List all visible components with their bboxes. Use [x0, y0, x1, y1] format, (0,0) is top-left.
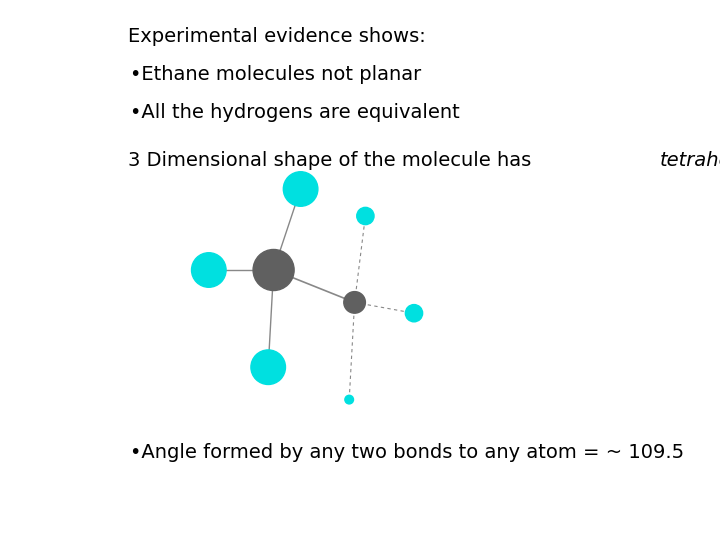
Circle shape	[284, 172, 318, 206]
Circle shape	[405, 305, 423, 322]
Text: 3 Dimensional shape of the molecule has: 3 Dimensional shape of the molecule has	[128, 151, 537, 170]
Text: •All the hydrogens are equivalent: •All the hydrogens are equivalent	[130, 103, 460, 122]
Text: •Ethane molecules not planar: •Ethane molecules not planar	[130, 65, 422, 84]
Circle shape	[251, 350, 285, 384]
Circle shape	[344, 292, 366, 313]
Text: tetrahedral: tetrahedral	[660, 151, 720, 170]
Circle shape	[253, 249, 294, 291]
Circle shape	[345, 395, 354, 404]
Circle shape	[192, 253, 226, 287]
Text: Experimental evidence shows:: Experimental evidence shows:	[128, 27, 426, 46]
Text: •Angle formed by any two bonds to any atom = ~ 109.5: •Angle formed by any two bonds to any at…	[130, 443, 685, 462]
Circle shape	[357, 207, 374, 225]
